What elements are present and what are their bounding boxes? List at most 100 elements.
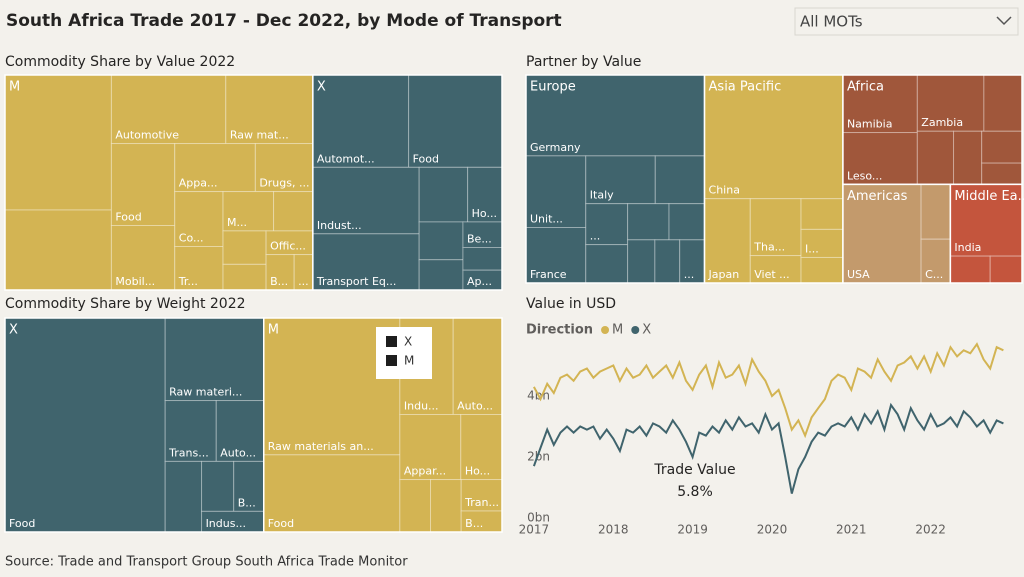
tile-label: Leso... (847, 169, 882, 182)
treemap-tile (263, 454, 401, 533)
treemap-tile (418, 221, 464, 261)
treemap-tile (215, 400, 265, 462)
tile-label: Mobil... (115, 275, 155, 288)
treemap-tile (4, 317, 166, 533)
treemap-tile (704, 198, 751, 284)
x-tick-label: 2022 (915, 523, 946, 537)
treemap-tile (916, 74, 985, 132)
treemap-tile (920, 238, 951, 284)
tile-label: Drugs, ... (259, 177, 309, 190)
treemap-tile (800, 256, 844, 284)
treemap-tile (981, 162, 1023, 185)
treemap-tile (430, 479, 462, 533)
treemap-group: Automotive Raw mat... Food Mobil... Appa... D… (4, 74, 314, 291)
tile-label: M... (227, 216, 247, 229)
tile-label: Food (9, 517, 35, 530)
treemap-tile (704, 74, 844, 200)
tile-label: Zambia (921, 116, 963, 129)
tile-label: Indus... (206, 517, 246, 530)
treemap-group: Automot... Food Indust... Transport Eq... Ho… (312, 74, 503, 291)
x-tick-label: 2019 (677, 523, 708, 537)
treemap-tile (164, 460, 203, 533)
y-tick-label: 2bn (527, 450, 550, 464)
treemap-tile (273, 191, 314, 232)
tile-label: Food (413, 152, 439, 165)
tile-label: Appa... (179, 177, 218, 190)
treemap-tile (222, 191, 275, 232)
x-tick-label: 2021 (836, 523, 867, 537)
legend-label: M (404, 354, 414, 368)
group-label: Africa (847, 80, 884, 95)
treemap-tile (312, 166, 420, 235)
dropdown-chevron[interactable] (996, 16, 1012, 26)
panel-title: Commodity Share by Value 2022 (5, 54, 235, 70)
treemap-group: Namibia Leso... Zambia Africa (842, 74, 1023, 186)
line-series (533, 342, 1004, 439)
treemap-tile (418, 259, 464, 291)
mot-dropdown[interactable]: All MOTs (794, 7, 1019, 36)
dropdown-box[interactable] (794, 7, 1019, 36)
treemap-tile (920, 183, 951, 240)
tile-label: Ho... (472, 207, 497, 220)
treemap-group: Germany Unit... France Italy...... Europe (525, 74, 706, 284)
treemap-group: China Japan Tha... Viet ... I... Asia Pacific (703, 74, 844, 284)
tile-label: Indust... (317, 219, 362, 232)
group-label: M (9, 80, 20, 95)
tile-label: Italy (590, 189, 614, 202)
tile-label: Be... (467, 232, 492, 245)
tile-label: C... (925, 268, 943, 281)
treemap-tile (265, 254, 295, 291)
tile-label: Automot... (317, 152, 375, 165)
treemap-tile (222, 263, 267, 291)
annotation-value: 5.8% (677, 484, 713, 500)
group-label: Middle Ea... (954, 189, 1024, 204)
treemap-group: India Middle Ea... (949, 183, 1024, 284)
legend-label: X (404, 335, 412, 349)
x-tick-label: 2018 (598, 523, 629, 537)
treemap-tile (627, 203, 670, 241)
group-label: M (268, 323, 279, 338)
treemap-tile (525, 74, 706, 157)
tile-label: Tr... (178, 275, 198, 288)
x-tick-label: 2017 (519, 523, 550, 537)
panel-title: Commodity Share by Weight 2022 (5, 296, 246, 312)
group-label: Asia Pacific (709, 80, 782, 95)
tile-label: ... (298, 275, 309, 288)
tile-label: ... (590, 230, 601, 243)
treemap-group: USA C... Americas (842, 183, 952, 284)
treemap-tile (164, 317, 265, 402)
treemap-tile (222, 230, 267, 265)
tile-label: Tran... (464, 496, 499, 509)
treemap-tile (916, 130, 955, 185)
treemap-tile (654, 155, 706, 205)
treemap-tile (981, 130, 1023, 164)
dropdown-value[interactable]: All MOTs (800, 13, 863, 31)
panel-title: Value in USD (526, 296, 616, 312)
treemap-tile (4, 209, 112, 291)
tile-label: India (954, 241, 981, 254)
legend-box (376, 327, 432, 379)
treemap-tile (460, 414, 503, 481)
treemap-tile (989, 255, 1023, 284)
treemap-tile (585, 155, 656, 205)
legend-marker (386, 355, 397, 366)
tile-label: Transport Eq... (316, 275, 397, 288)
tile-label: I... (805, 242, 819, 255)
treemap-tile (800, 198, 844, 230)
tile-label: Raw materials an... (268, 440, 374, 453)
line-series (532, 402, 1004, 494)
tile-label: Indu... (404, 400, 439, 413)
tile-label: Raw materi... (169, 386, 242, 399)
tile-label: Food (268, 517, 294, 530)
treemap-tile (4, 74, 112, 211)
tile-label: Germany (530, 141, 581, 154)
y-tick-label: 0bn (527, 511, 550, 525)
tile-label: Ho... (465, 465, 490, 478)
tile-label: Food (115, 210, 141, 223)
annotation-title: Trade Value (653, 462, 735, 478)
treemap-tile (749, 198, 802, 257)
group-label: X (9, 323, 18, 338)
treemap-tile (110, 224, 176, 291)
treemap-tile (312, 233, 420, 291)
